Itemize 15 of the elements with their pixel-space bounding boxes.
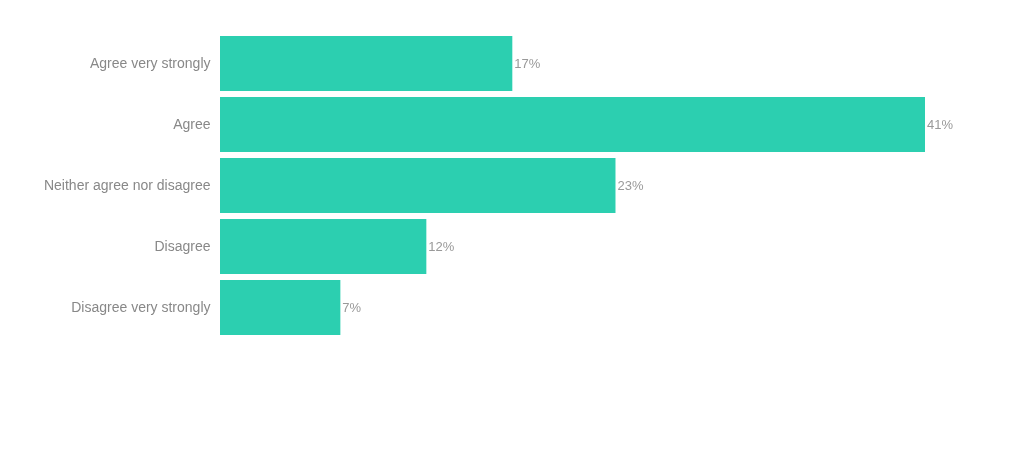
y-tick-label: Neither agree nor disagree xyxy=(43,176,211,193)
data-label: 23% xyxy=(617,177,644,193)
y-tick-label: Disagree xyxy=(154,237,211,254)
bar xyxy=(220,158,616,213)
data-label: 17% xyxy=(514,55,541,71)
data-label: 12% xyxy=(428,238,455,254)
bar xyxy=(220,280,341,335)
y-tick-label: Agree xyxy=(173,115,211,132)
y-tick-label: Disagree very strongly xyxy=(71,298,211,315)
bar xyxy=(220,97,925,152)
y-tick-label: Agree very strongly xyxy=(89,54,211,71)
bar xyxy=(220,36,513,91)
bar xyxy=(220,219,427,274)
data-label: 7% xyxy=(342,299,362,315)
data-label: 41% xyxy=(927,116,954,132)
